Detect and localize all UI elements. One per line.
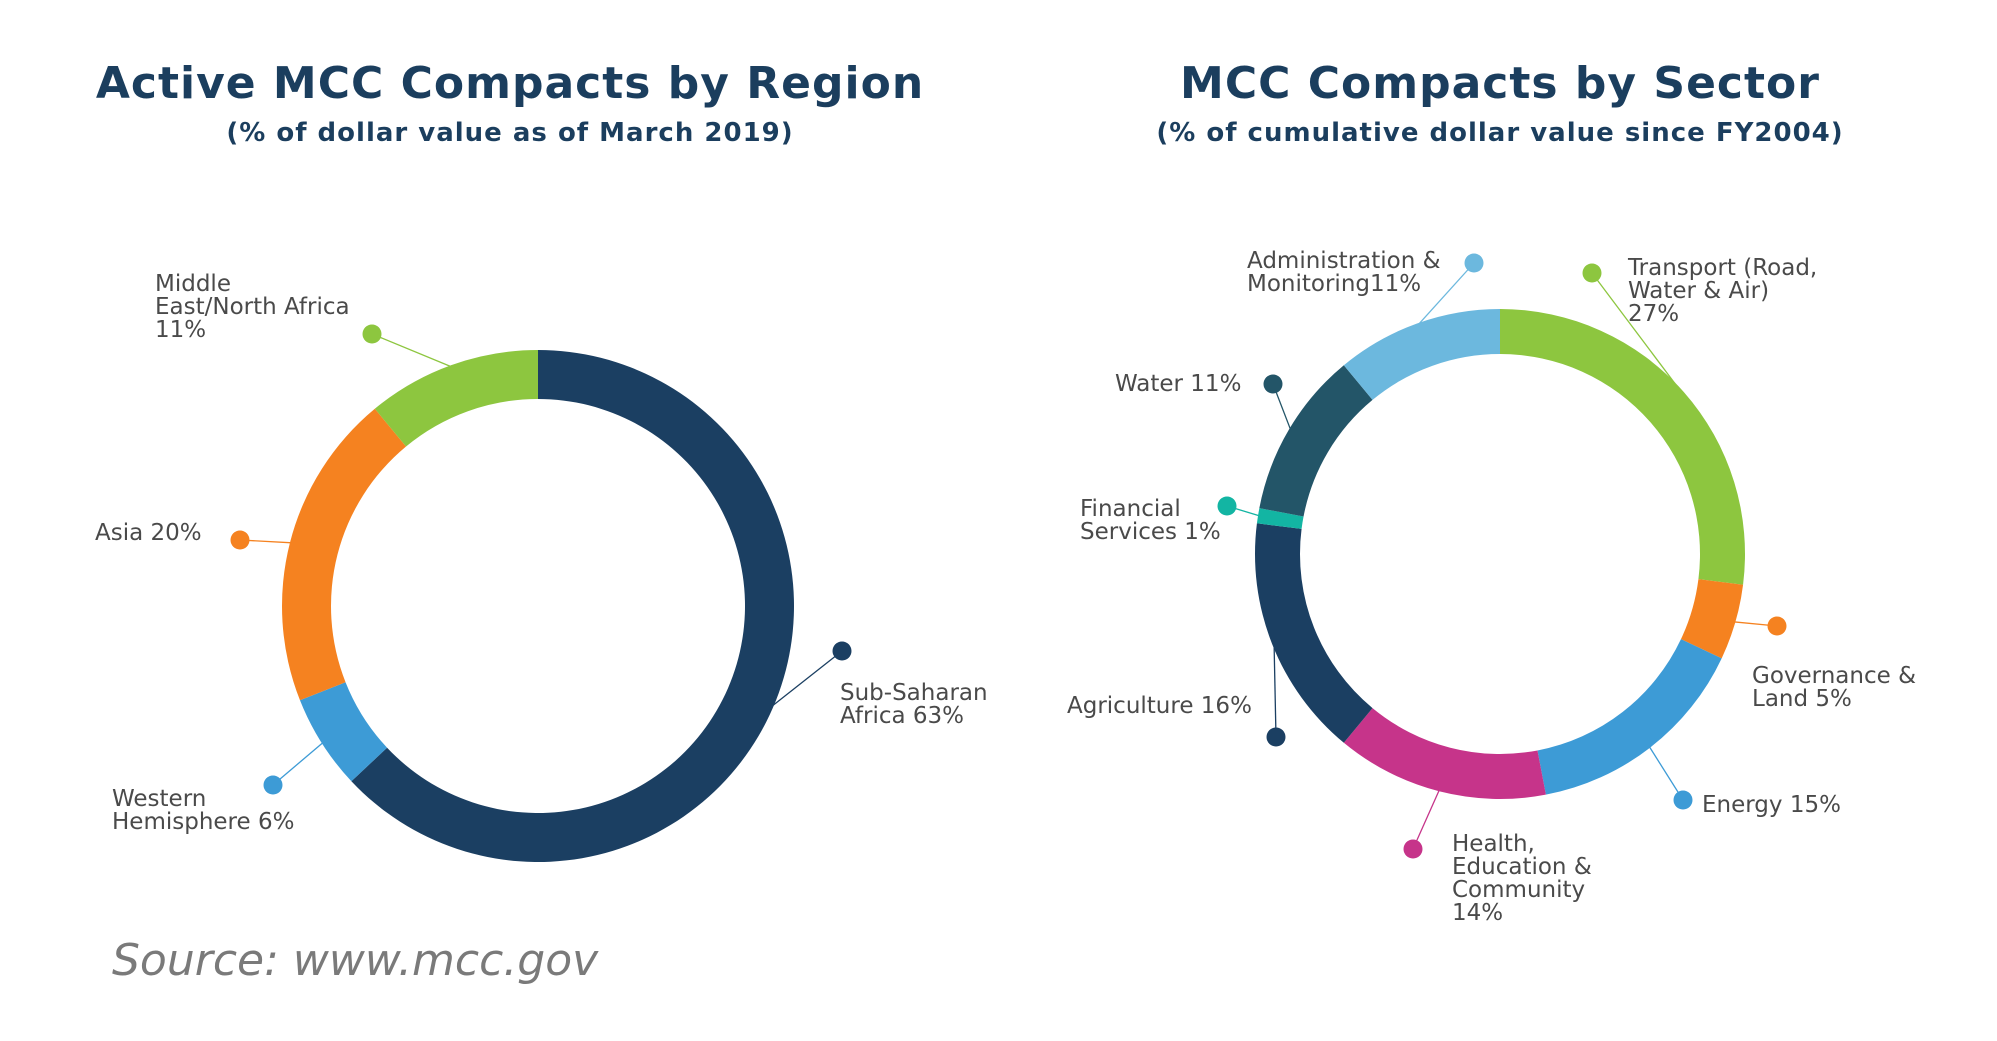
label-governance-land: Governance & Land 5%	[1752, 663, 1916, 712]
slice-governance-land	[1680, 579, 1744, 659]
label-energy: Energy 15%	[1702, 792, 1841, 818]
sector-chart-title: MCC Compacts by Sector	[1180, 58, 1820, 109]
region-chart-title: Active MCC Compacts by Region	[95, 58, 925, 109]
label-dot-sub-saharan-africa	[832, 641, 852, 661]
label-health-education-community: Health, Education & Community 14%	[1452, 831, 1592, 926]
label-dot-agriculture	[1266, 727, 1286, 747]
label-sub-saharan-africa: Sub-Saharan Africa 63%	[840, 680, 988, 729]
slice-health-education-community	[1343, 708, 1546, 799]
slice-agriculture	[1254, 523, 1373, 743]
label-agriculture: Agriculture 16%	[1067, 693, 1252, 719]
slice-middle-east-north-africa	[374, 350, 538, 447]
label-dot-middle-east-north-africa	[362, 324, 382, 344]
label-dot-administration-monitoring	[1464, 253, 1484, 273]
label-asia: Asia 20%	[95, 520, 202, 546]
leader-line-energy	[1648, 745, 1684, 801]
label-dot-energy	[1673, 790, 1693, 810]
leader-line-agriculture	[1273, 643, 1277, 738]
slice-western-hemisphere	[299, 682, 388, 782]
leader-line-middle-east-north-africa	[371, 333, 453, 368]
label-dot-water	[1263, 374, 1283, 394]
label-water: Water 11%	[1115, 371, 1241, 397]
label-administration-monitoring: Administration & Monitoring11%	[1247, 248, 1441, 297]
source-note: Source: www.mcc.gov	[112, 935, 599, 986]
region-chart-subtitle: (% of dollar value as of March 2019)	[226, 118, 794, 148]
slice-sub-saharan-africa	[351, 350, 795, 863]
leader-line-health-education-community	[1412, 789, 1441, 850]
label-transport-road-water-air: Transport (Road, Water & Air) 27%	[1627, 255, 1817, 327]
label-dot-health-education-community	[1403, 839, 1423, 859]
label-dot-governance-land	[1767, 616, 1787, 636]
slice-energy	[1537, 639, 1722, 795]
region-donut-chart: Sub-Saharan Africa 63% Western Hemisphere 6…	[95, 271, 988, 863]
label-dot-western-hemisphere	[263, 775, 283, 795]
slice-asia	[281, 408, 407, 701]
label-financial-services: Financial Services 1%	[1080, 496, 1221, 545]
slice-financial-services	[1256, 508, 1304, 529]
sector-donut-chart: Transport (Road, Water & Air) 27% Governanc…	[1067, 248, 1916, 926]
slice-water	[1259, 365, 1373, 517]
label-dot-financial-services	[1217, 496, 1237, 516]
slice-transport-road-water-air	[1500, 309, 1745, 585]
sector-chart-subtitle: (% of cumulative dollar value since FY20…	[1156, 118, 1844, 148]
label-middle-east-north-africa: Middle East/North Africa 11%	[155, 271, 350, 343]
leader-line-transport-road-water-air	[1591, 272, 1683, 394]
label-dot-transport-road-water-air	[1582, 263, 1602, 283]
leader-line-administration-monitoring	[1417, 262, 1475, 326]
slice-administration-monitoring	[1343, 309, 1500, 400]
label-dot-asia	[230, 530, 250, 550]
label-western-hemisphere: Western Hemisphere 6%	[112, 786, 294, 835]
leader-line-sub-saharan-africa	[770, 650, 843, 708]
leader-line-western-hemisphere	[272, 741, 324, 786]
